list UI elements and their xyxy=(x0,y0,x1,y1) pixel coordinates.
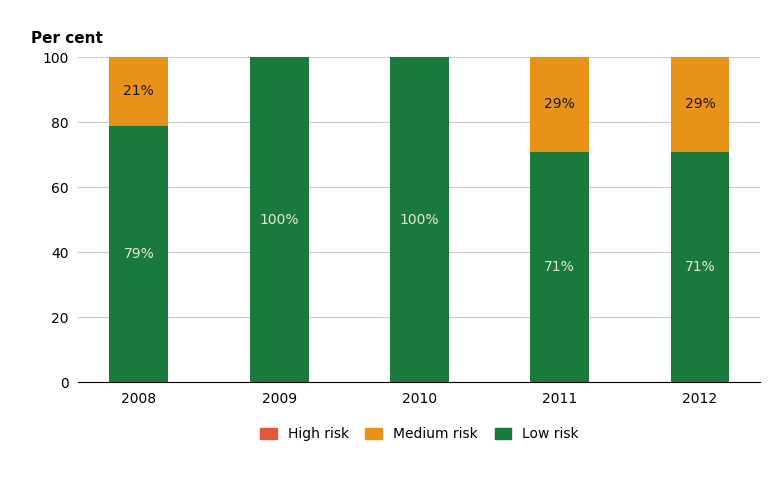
Bar xyxy=(110,126,169,382)
Bar xyxy=(390,57,449,382)
Bar xyxy=(670,152,729,382)
Bar xyxy=(110,57,169,126)
Bar xyxy=(530,57,590,152)
Text: 21%: 21% xyxy=(124,85,154,98)
Text: 29%: 29% xyxy=(544,98,575,111)
Text: 100%: 100% xyxy=(400,213,439,227)
Bar xyxy=(530,152,590,382)
Text: 79%: 79% xyxy=(124,247,154,261)
Text: 71%: 71% xyxy=(544,260,575,274)
Text: 100%: 100% xyxy=(260,213,299,227)
Legend: High risk, Medium risk, Low risk: High risk, Medium risk, Low risk xyxy=(254,422,585,447)
Text: Per cent: Per cent xyxy=(31,32,103,46)
Text: 29%: 29% xyxy=(684,98,715,111)
Text: 71%: 71% xyxy=(684,260,715,274)
Bar xyxy=(249,57,309,382)
Bar xyxy=(670,57,729,152)
